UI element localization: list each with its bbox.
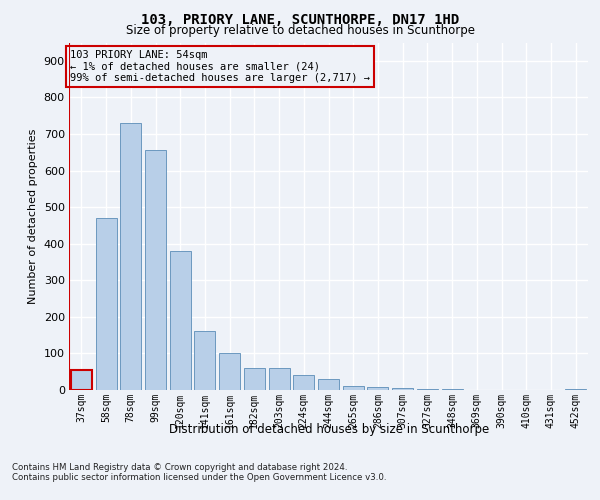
Bar — [120, 123, 141, 390]
Bar — [343, 386, 364, 390]
Text: 103, PRIORY LANE, SCUNTHORPE, DN17 1HD: 103, PRIORY LANE, SCUNTHORPE, DN17 1HD — [141, 12, 459, 26]
Y-axis label: Number of detached properties: Number of detached properties — [28, 128, 38, 304]
Bar — [219, 354, 240, 390]
Text: 103 PRIORY LANE: 54sqm
← 1% of detached houses are smaller (24)
99% of semi-deta: 103 PRIORY LANE: 54sqm ← 1% of detached … — [70, 50, 370, 83]
Text: Size of property relative to detached houses in Scunthorpe: Size of property relative to detached ho… — [125, 24, 475, 37]
Bar — [194, 332, 215, 390]
Bar — [170, 251, 191, 390]
Text: Contains HM Land Registry data © Crown copyright and database right 2024.: Contains HM Land Registry data © Crown c… — [12, 462, 347, 471]
Text: Distribution of detached houses by size in Scunthorpe: Distribution of detached houses by size … — [169, 422, 489, 436]
Text: Contains public sector information licensed under the Open Government Licence v3: Contains public sector information licen… — [12, 472, 386, 482]
Bar — [71, 370, 92, 390]
Bar — [417, 388, 438, 390]
Bar — [293, 376, 314, 390]
Bar — [318, 379, 339, 390]
Bar — [95, 218, 116, 390]
Bar — [244, 368, 265, 390]
Bar — [269, 368, 290, 390]
Bar — [392, 388, 413, 390]
Bar — [442, 389, 463, 390]
Bar — [367, 387, 388, 390]
Bar — [145, 150, 166, 390]
